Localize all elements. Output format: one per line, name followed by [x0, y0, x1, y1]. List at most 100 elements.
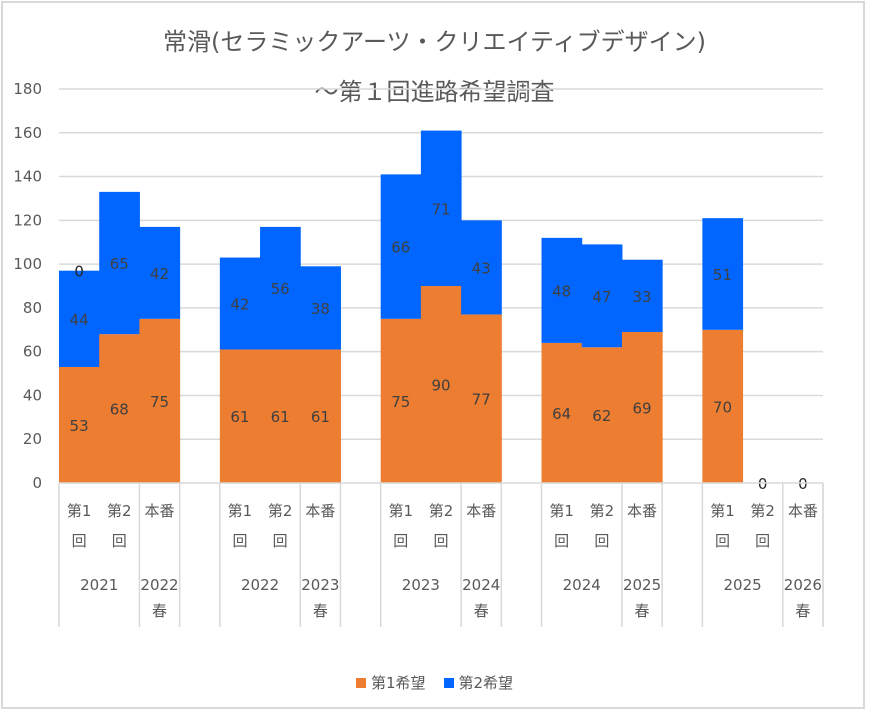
bar-second-choice [541, 237, 583, 343]
data-label-second-choice: 51 [713, 266, 732, 284]
data-label-second-choice: 71 [431, 200, 450, 218]
subcategory-label: 回 [554, 532, 569, 550]
bar-second-choice [219, 257, 261, 350]
bar-second-choice [461, 220, 502, 315]
data-label-second-choice: 44 [70, 311, 89, 329]
data-label-first-choice: 75 [150, 393, 169, 411]
y-tick-label: 60 [23, 343, 42, 361]
group-final-label: 春 [635, 602, 650, 620]
legend-item-first-choice: 第1希望 [355, 672, 426, 693]
subcategory-label: 回 [433, 532, 448, 550]
group-final-label: 春 [795, 602, 810, 620]
bar-second-choice [621, 259, 663, 332]
data-label-first-choice: 70 [713, 398, 732, 416]
subcategory-label: 回 [112, 532, 127, 550]
data-label-second-choice: 56 [271, 280, 290, 298]
legend-swatch-first-choice [355, 677, 366, 688]
subcategory-label: 第1 [67, 502, 92, 520]
group-year-label: 2021 [80, 576, 118, 594]
data-label-second-choice: 47 [592, 288, 611, 306]
bar-first-choice [219, 349, 261, 483]
group-final-label: 2024 [462, 576, 500, 594]
data-label-first-choice: 77 [472, 391, 491, 409]
subcategory-label: 回 [72, 532, 87, 550]
bar-first-choice [581, 347, 623, 483]
y-tick-label: 100 [13, 255, 42, 273]
group-final-label: 春 [474, 602, 489, 620]
subcategory-label: 第1 [389, 502, 414, 520]
y-tick-label: 160 [13, 124, 42, 142]
data-label-first-choice: 61 [230, 408, 249, 426]
y-tick-label: 140 [13, 168, 42, 186]
group-year-label: 2022 [241, 576, 279, 594]
bar-first-choice [621, 331, 663, 483]
bar-second-choice [300, 266, 341, 350]
bar-first-choice [702, 329, 744, 483]
y-tick-label: 180 [13, 80, 42, 98]
group-final-label: 春 [313, 602, 328, 620]
data-label-second-choice: 38 [311, 300, 330, 318]
group-year-label: 2025 [723, 576, 761, 594]
data-label-second-choice: 65 [110, 255, 129, 273]
group-year-label: 2023 [402, 576, 440, 594]
data-label-second-choice: 43 [472, 259, 491, 277]
bar-second-choice [59, 270, 100, 367]
subcategory-label: 回 [755, 532, 770, 550]
subcategory-label: 回 [232, 532, 247, 550]
data-label-total: 0 [798, 475, 808, 493]
y-tick-label: 0 [32, 474, 42, 492]
bar-second-choice [581, 244, 623, 348]
group-final-label: 2023 [301, 576, 339, 594]
subcategory-label: 本番 [305, 502, 335, 520]
y-tick-label: 20 [23, 430, 42, 448]
group-final-label: 2025 [623, 576, 661, 594]
subcategory-label: 本番 [788, 502, 818, 520]
group-year-label: 2024 [563, 576, 601, 594]
bar-second-choice [260, 226, 301, 350]
subcategory-label: 回 [273, 532, 288, 550]
bar-second-choice [380, 174, 422, 319]
subcategory-label: 回 [715, 532, 730, 550]
data-label-second-choice: 48 [552, 282, 571, 300]
data-label-first-choice: 90 [431, 377, 450, 395]
bar-second-choice [420, 130, 462, 286]
subcategory-label: 回 [393, 532, 408, 550]
data-label-first-choice: 53 [70, 417, 89, 435]
subcategory-label: 第2 [590, 502, 615, 520]
bar-first-choice [139, 318, 181, 483]
data-label-first-choice: 61 [271, 408, 290, 426]
data-label-first-choice: 68 [110, 401, 129, 419]
bar-first-choice [59, 366, 100, 483]
data-label-first-choice: 75 [391, 393, 410, 411]
bar-first-choice [380, 318, 422, 483]
data-label-second-choice: 33 [633, 288, 652, 306]
y-tick-label: 80 [23, 299, 42, 317]
subcategory-label: 本番 [627, 502, 657, 520]
bar-first-choice [461, 314, 502, 483]
data-label-second-choice: 66 [391, 239, 410, 257]
data-label-first-choice: 61 [311, 408, 330, 426]
y-tick-label: 40 [23, 386, 42, 404]
data-label-second-choice: 42 [230, 296, 249, 314]
chart-subtitle: ～第１回進路希望調査 [314, 78, 555, 106]
subcategory-label: 第2 [429, 502, 454, 520]
data-label-second-choice: 42 [150, 265, 169, 283]
bar-first-choice [300, 349, 341, 483]
data-label-first-choice: 62 [592, 407, 611, 425]
bar-second-choice [702, 218, 744, 330]
data-label-total: 0 [74, 263, 84, 281]
bar-second-choice [99, 191, 140, 335]
subcategory-label: 回 [594, 532, 609, 550]
group-final-label: 2022 [140, 576, 178, 594]
chart-title: 常滑(セラミックアーツ・クリエイティブデザイン) [163, 28, 706, 56]
bar-first-choice [99, 334, 140, 483]
subcategory-label: 第2 [750, 502, 775, 520]
y-tick-label: 120 [13, 211, 42, 229]
subcategory-label: 第1 [549, 502, 574, 520]
legend-label-first-choice: 第1希望 [370, 674, 426, 692]
legend-swatch-second-choice [443, 677, 454, 688]
data-label-first-choice: 69 [633, 399, 652, 417]
subcategory-label: 第2 [268, 502, 293, 520]
subcategory-label: 本番 [145, 502, 175, 520]
